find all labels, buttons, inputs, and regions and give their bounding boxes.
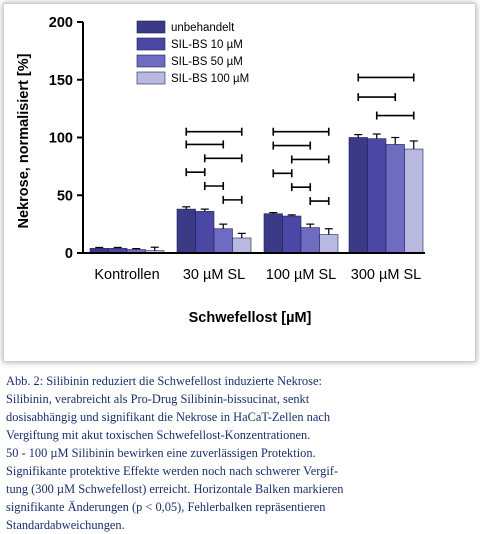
caption-line: dosisabhängig und signifikant die Nekros… [6,410,331,424]
bar [232,237,252,254]
caption-line: Standardabweichungen. [6,518,125,532]
x-category-label: 30 µM SL [183,267,245,283]
legend-label: SIL-BS 100 µM [171,73,249,85]
legend-swatch [136,20,166,34]
y-tick-label: 100 [49,131,73,147]
bar [263,213,283,254]
figure-caption: Abb. 2: Silibinin reduziert die Schwefel… [6,372,474,534]
bar [282,215,302,254]
bar [348,137,368,254]
bar [385,144,405,254]
y-tick-label: 0 [65,246,73,262]
x-category-label: Kontrollen [94,267,159,283]
x-category-label: 300 µM SL [351,267,421,283]
bar [213,228,233,254]
caption-line: Abb. 2: Silibinin reduziert die Schwefel… [6,374,322,388]
figure-panel: 0 50 100 150 200 Kontrollen 30 µM SL 100 µM SL 3… [3,3,476,362]
x-axis-label: Schwefellost [µM] [189,310,312,326]
legend-label: SIL-BS 50 µM [171,56,243,68]
legend-label: unbehandelt [171,22,235,34]
bar [319,234,339,254]
legend-swatch [136,71,166,85]
bar [404,148,424,254]
caption-line: signifikante Änderungen (p < 0,05), Fehl… [6,500,326,514]
bar [176,208,196,254]
bar [300,227,320,254]
bar [195,211,215,254]
caption-line: Silibinin, verabreicht als Pro-Drug Sili… [6,392,310,406]
caption-line: tung (300 µM Schwefellost) erreicht. Hor… [6,482,344,496]
caption-line: Signifikante protektive Effekte werden n… [6,464,339,478]
caption-line: 50 - 100 µM Silibinin bewirken eine zuve… [6,446,316,460]
y-tick-label: 150 [49,73,73,89]
legend-swatch [136,37,166,51]
bar-chart: 0 50 100 150 200 Kontrollen 30 µM SL 100 µM SL 3… [16,15,425,326]
y-tick-label: 50 [57,188,73,204]
legend-swatch [136,54,166,68]
bar [367,138,387,254]
legend-label: SIL-BS 10 µM [171,39,243,51]
x-category-label: 100 µM SL [266,267,336,283]
caption-line: Vergiftung mit akut toxischen Schwefello… [6,428,311,442]
y-tick-label: 200 [49,15,73,31]
y-axis-label: Nekrose, normalisiert [%] [16,53,32,228]
